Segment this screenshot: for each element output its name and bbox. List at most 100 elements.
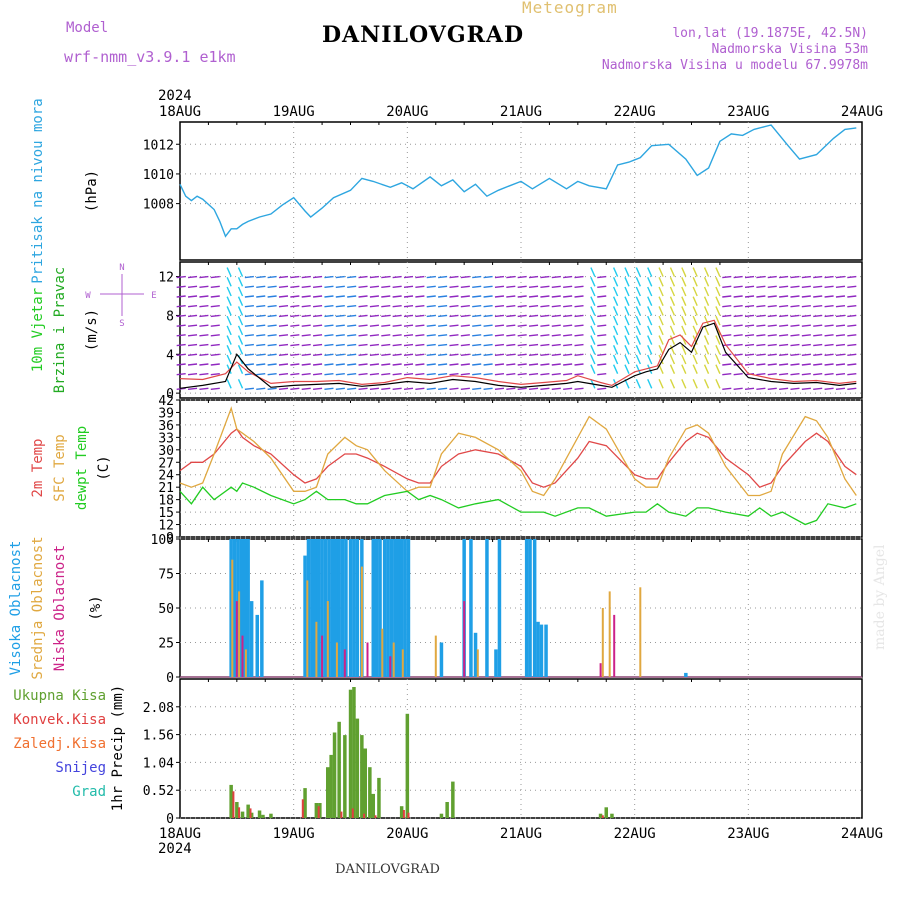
wind-barb: [237, 379, 244, 389]
wind-barb: [210, 285, 220, 288]
wind-barb: [756, 373, 766, 376]
wind-barb: [392, 285, 402, 288]
wind-barb: [744, 343, 755, 347]
wind-barb: [824, 324, 834, 327]
wind-barb: [722, 314, 732, 318]
wind-barb: [210, 314, 220, 318]
precip-label: 1hr Precip (mm): [110, 685, 126, 811]
wind-barb: [517, 275, 527, 279]
wind-barb: [835, 295, 846, 298]
wind-barb: [290, 387, 300, 390]
wind-barb: [392, 343, 402, 347]
wind-barb: [199, 295, 209, 298]
sfc-temp-label: SFC Temp: [52, 434, 68, 501]
wind-barb: [681, 364, 687, 374]
wind-barb: [256, 334, 266, 337]
wind-barb: [790, 353, 800, 356]
wind-barb: [460, 305, 470, 308]
wind-barb: [612, 277, 619, 287]
wind-barb: [715, 379, 721, 389]
wind-barb: [187, 275, 198, 279]
wind-barb: [187, 353, 198, 356]
wind-barb: [847, 305, 857, 308]
wind-barb: [244, 363, 254, 366]
wind-barb: [403, 334, 414, 337]
wind-barb: [813, 275, 823, 279]
wind-barb: [669, 296, 676, 306]
wind-barb: [597, 275, 607, 279]
wind-barb: [335, 363, 345, 366]
wind-barb: [835, 373, 846, 376]
wind-barb: [256, 295, 266, 298]
wind-barb: [483, 314, 493, 318]
wind-barb: [244, 334, 254, 337]
wind-barb: [551, 305, 561, 308]
wind-barb: [635, 277, 641, 287]
wind-barb: [647, 379, 653, 389]
wind-barb: [574, 387, 584, 390]
wind-barb: [847, 387, 857, 390]
wind-barb: [335, 373, 345, 376]
wind-barb: [612, 306, 619, 316]
wind-barb: [403, 314, 414, 318]
wind-barb: [210, 373, 220, 376]
wind-barb: [278, 334, 289, 337]
wind-barb: [392, 314, 402, 318]
wind-barb: [635, 345, 641, 355]
wind-barb: [647, 325, 653, 336]
wind-barb: [415, 334, 425, 337]
wind-barb: [647, 354, 653, 365]
wind-barb: [517, 295, 527, 298]
wind-barb: [226, 379, 232, 389]
precip-total-bar: [439, 813, 444, 818]
precip-conv-bar: [351, 808, 354, 818]
wind-barb: [624, 277, 630, 287]
wind-barb: [176, 387, 186, 390]
panel-frame-2: [179, 399, 863, 538]
wind-barb: [624, 345, 630, 355]
temp2m-label: 2m Temp: [30, 438, 46, 497]
wind-barb: [801, 373, 811, 376]
wind-barb: [635, 286, 641, 297]
temp-unit: (C): [96, 455, 112, 480]
wind-barb: [358, 373, 368, 376]
wind-barb: [681, 379, 687, 389]
wind-barb: [301, 314, 311, 318]
wind-barb: [301, 285, 311, 288]
wind-barb: [176, 275, 186, 279]
wind-barb: [835, 314, 846, 318]
wind-barb: [494, 275, 505, 279]
high-cloud-bar: [396, 539, 400, 677]
lonlat-text: lon,lat (19.1875E, 42.5N): [672, 26, 868, 41]
bottom-date-label: 20AUG: [386, 826, 428, 842]
wind-barb: [722, 295, 732, 298]
wind-barb: [369, 373, 379, 376]
wind-barb: [290, 285, 300, 288]
wind-barb: [237, 267, 244, 277]
ytick-label: 8: [166, 309, 174, 324]
wind-barb: [624, 325, 630, 336]
wind-barb: [744, 387, 755, 390]
wind-barb: [210, 334, 220, 337]
wind-barb: [647, 296, 653, 306]
wind-barb: [779, 314, 789, 318]
wind-barb: [790, 314, 800, 318]
wind-barb: [313, 285, 323, 288]
wind-barb: [347, 373, 357, 376]
wind-barb: [669, 325, 676, 336]
precip-total-bar: [399, 806, 404, 818]
wind-barb: [187, 387, 198, 390]
wind-barb: [756, 343, 766, 347]
wind-barb: [801, 363, 811, 366]
mid-cloud-bar: [381, 628, 384, 677]
wind-barb: [267, 275, 277, 279]
wind-barb: [847, 295, 857, 298]
wind-barb: [563, 353, 573, 356]
top-year-label: 2024: [158, 88, 192, 104]
wind-barb: [187, 343, 198, 347]
wind-barb: [415, 353, 425, 356]
wind-barb: [597, 334, 607, 337]
wind-barb: [358, 275, 368, 279]
high-cloud-bar: [473, 632, 478, 677]
wind-barb: [733, 314, 743, 318]
